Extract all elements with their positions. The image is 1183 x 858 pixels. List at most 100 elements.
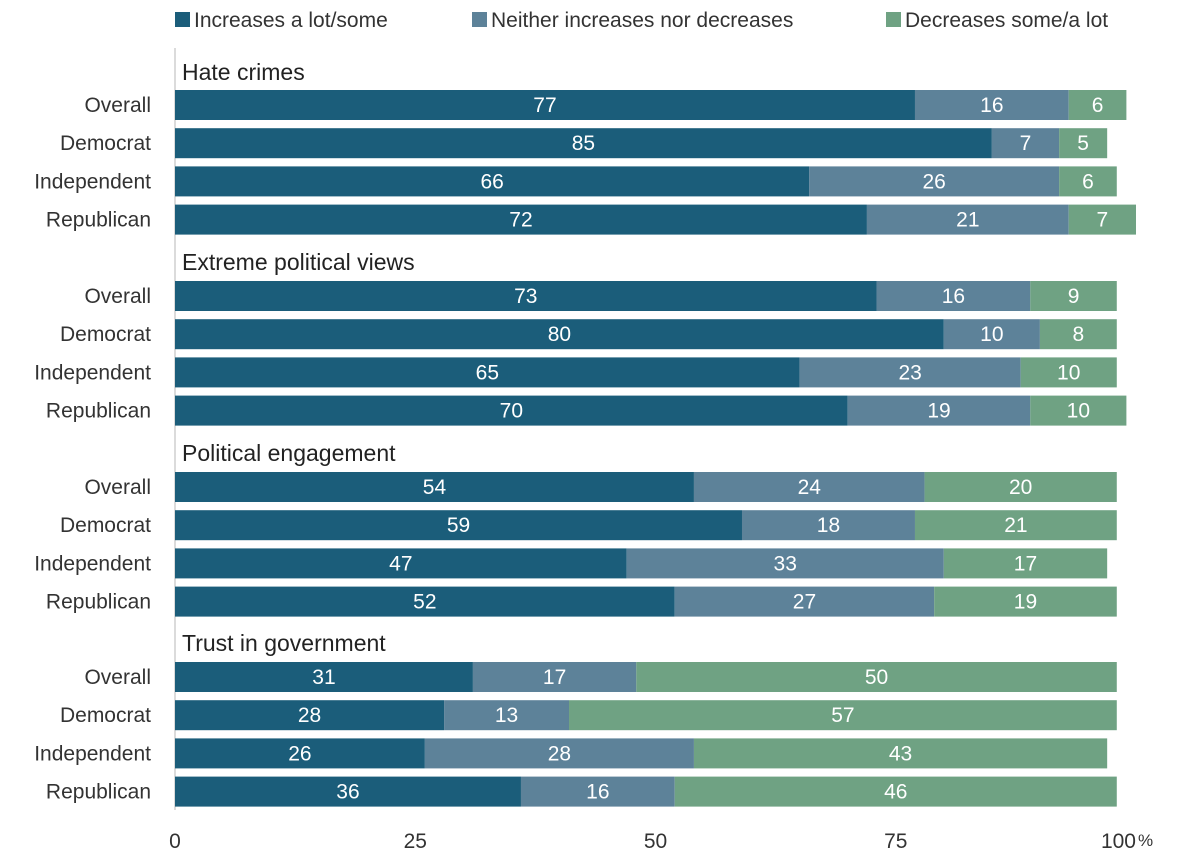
bar-segment	[1059, 166, 1117, 197]
bar-segment	[175, 319, 944, 350]
data-label: 17	[543, 666, 566, 689]
bar-segment	[520, 776, 675, 807]
data-label: 66	[480, 170, 503, 193]
data-label: 77	[533, 94, 556, 117]
row-label: Democrat	[60, 323, 151, 346]
legend-swatch	[886, 12, 901, 27]
bar-segment	[943, 548, 1108, 579]
bar-segment	[674, 776, 1117, 807]
x-tick-label: 0	[169, 830, 181, 853]
bar-segment	[444, 700, 570, 731]
data-label: 21	[956, 209, 979, 232]
row-label: Overall	[84, 285, 151, 308]
data-label: 7	[1020, 132, 1032, 155]
data-label: 70	[500, 400, 523, 423]
data-label: 19	[1014, 591, 1037, 614]
data-label: 31	[312, 666, 335, 689]
bar-segment	[175, 586, 675, 617]
data-label: 16	[586, 781, 609, 804]
bar-segment	[1068, 204, 1136, 235]
x-tick-label: 25	[404, 830, 427, 853]
bar-segment	[1059, 128, 1108, 159]
bar-segment	[175, 510, 742, 541]
x-axis-unit: %	[1138, 831, 1153, 850]
row-label: Independent	[34, 742, 151, 765]
bar-segment	[569, 700, 1117, 731]
data-label: 52	[413, 591, 436, 614]
bar-segment	[175, 776, 521, 807]
x-tick-label: 75	[884, 830, 907, 853]
bar-segment	[1039, 319, 1117, 350]
row-label: Republican	[46, 781, 151, 804]
bar-segment	[1020, 357, 1117, 388]
bar-segment	[472, 662, 637, 692]
data-label: 46	[884, 781, 907, 804]
data-label: 6	[1082, 170, 1094, 193]
data-label: 9	[1068, 285, 1080, 308]
data-label: 65	[476, 361, 499, 384]
bar-segment	[424, 738, 694, 769]
data-label: 19	[927, 400, 950, 423]
data-label: 18	[817, 514, 840, 537]
data-label: 23	[898, 361, 921, 384]
bar-segment	[876, 281, 1031, 311]
group-title: Trust in government	[182, 630, 386, 656]
row-label: Independent	[34, 170, 151, 193]
bar-segment	[1030, 395, 1127, 426]
data-label: 28	[298, 704, 321, 727]
data-label: 85	[572, 132, 595, 155]
bar-segment	[175, 548, 627, 579]
legend-label: Neither increases nor decreases	[491, 9, 793, 32]
bar-segment	[924, 472, 1117, 502]
group-title: Political engagement	[182, 440, 396, 466]
bar-segment	[175, 281, 877, 311]
row-label: Overall	[84, 94, 151, 117]
row-label: Republican	[46, 591, 151, 614]
data-label: 21	[1004, 514, 1027, 537]
data-label: 47	[389, 552, 412, 575]
data-label: 26	[288, 742, 311, 765]
row-label: Republican	[46, 209, 151, 232]
data-label: 13	[495, 704, 518, 727]
data-label: 20	[1009, 476, 1032, 499]
data-label: 16	[942, 285, 965, 308]
row-label: Independent	[34, 552, 151, 575]
x-tick-label: 100	[1101, 830, 1136, 853]
data-label: 54	[423, 476, 447, 499]
bar-segment	[175, 128, 992, 159]
bar-segment	[175, 357, 800, 388]
data-label: 73	[514, 285, 537, 308]
data-label: 16	[980, 94, 1003, 117]
bar-segment	[1030, 281, 1117, 311]
legend-swatch	[175, 12, 190, 27]
bar-segment	[175, 472, 694, 502]
bar-segment	[175, 738, 425, 769]
bar-segment	[626, 548, 944, 579]
bar-segment	[674, 586, 935, 617]
bar-segment	[175, 166, 810, 197]
bar-segment	[866, 204, 1069, 235]
data-label: 17	[1014, 552, 1037, 575]
legend-label: Increases a lot/some	[194, 9, 388, 32]
row-label: Independent	[34, 361, 151, 384]
data-label: 10	[1057, 361, 1080, 384]
data-label: 27	[793, 591, 816, 614]
data-label: 57	[831, 704, 854, 727]
bar-segment	[175, 204, 867, 235]
bar-segment	[636, 662, 1117, 692]
group-title: Hate crimes	[182, 59, 305, 85]
bar-segment	[693, 738, 1108, 769]
data-label: 72	[509, 209, 532, 232]
bar-segment	[847, 395, 1031, 426]
bar-segment	[175, 395, 848, 426]
data-label: 50	[865, 666, 888, 689]
bar-segment	[934, 586, 1117, 617]
row-label: Democrat	[60, 704, 151, 727]
bar-segment	[1068, 90, 1127, 120]
row-label: Republican	[46, 400, 151, 423]
row-label: Democrat	[60, 132, 151, 155]
data-label: 33	[774, 552, 797, 575]
data-label: 5	[1077, 132, 1089, 155]
bar-segment	[943, 319, 1040, 350]
